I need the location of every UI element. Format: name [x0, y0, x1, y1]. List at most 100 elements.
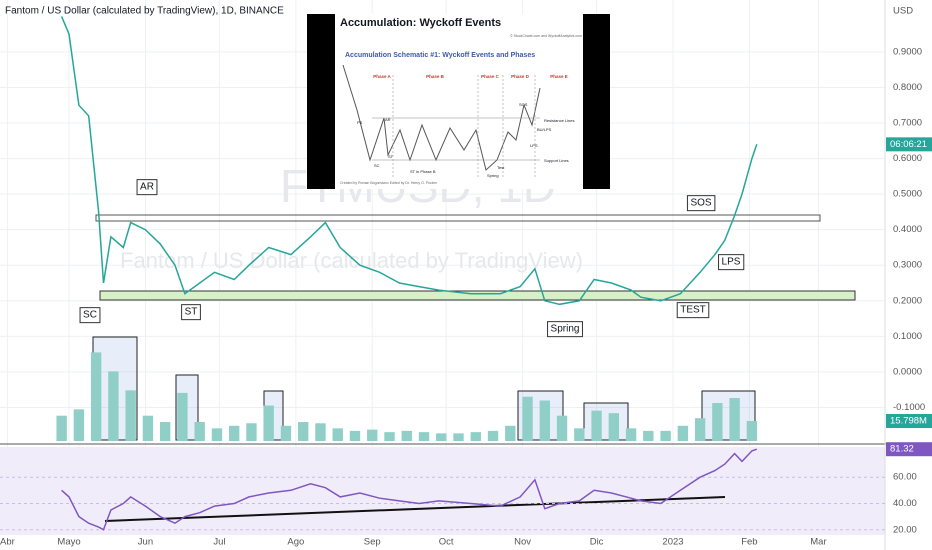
axis-tag-label: 15.798M — [890, 416, 927, 427]
axis-tag-label: 06:06:21 — [890, 139, 927, 150]
watermark-name: Fantom / US Dollar (calculated by Tradin… — [120, 248, 583, 273]
annotation-box — [181, 304, 201, 321]
inset-label: PS — [357, 120, 363, 125]
inset-label: SC — [374, 163, 380, 168]
y-tick-label: 0.1000 — [893, 331, 922, 342]
inset-label: Support Lines — [544, 158, 569, 163]
inset-phase: Phase A — [373, 74, 391, 79]
annotation-box — [718, 254, 745, 271]
volume-bar — [332, 428, 343, 441]
volume-bar — [470, 432, 481, 441]
inset-phase: Phase C — [481, 74, 500, 79]
y-tick-label: 60.00 — [893, 472, 917, 483]
inset-subtitle: Accumulation Schematic #1: Wyckoff Event… — [345, 52, 535, 59]
inset-phase: Phase D — [511, 74, 530, 79]
rsi-band — [0, 447, 885, 535]
volume-bar — [263, 405, 274, 441]
annotation-box — [686, 195, 716, 212]
support-box — [99, 290, 856, 301]
volume-bar — [505, 425, 516, 441]
volume-bar — [453, 433, 464, 441]
annotation-box — [79, 307, 101, 324]
annotation: ST — [185, 307, 198, 318]
resistance-box — [95, 214, 821, 222]
volume-bar — [729, 397, 740, 441]
inset-label: ST in Phase B — [410, 169, 436, 174]
series-line — [60, 16, 758, 306]
x-tick-label: 2023 — [662, 537, 683, 548]
volume-bar — [142, 415, 154, 441]
x-tick-label: Jul — [213, 537, 225, 548]
x-tick-label: Sep — [364, 537, 381, 548]
volume-bar — [194, 422, 205, 441]
volume-bar — [522, 396, 533, 441]
annotation: SC — [83, 310, 97, 321]
inset-credit: Created by Roman Bogomazov Edited by Dr.… — [340, 181, 437, 185]
axis-tag-bg — [886, 442, 932, 457]
y-tick-label: 0.7000 — [893, 118, 922, 129]
y-tick-label: 0.9000 — [893, 46, 922, 57]
inset-label: BU/LPS — [537, 127, 552, 132]
y-tick-label: 0.0000 — [893, 366, 922, 377]
volume-bar — [677, 425, 689, 441]
volume-bar — [487, 430, 499, 441]
x-tick-label: Ago — [287, 537, 304, 548]
volume-bar — [177, 392, 188, 441]
annotation: TEST — [680, 305, 706, 316]
y-tick-label: 20.00 — [893, 524, 917, 535]
axis-tag-label: 81.32 — [890, 444, 914, 455]
volume-bar — [280, 425, 292, 441]
volume-bar — [418, 432, 430, 441]
volume-bar — [694, 418, 706, 441]
volume-bar — [73, 409, 85, 441]
volume-bar — [574, 428, 585, 441]
annotation: Spring — [551, 324, 580, 335]
currency: USD — [893, 6, 913, 17]
volume-bar — [539, 400, 550, 441]
volume-bar — [229, 425, 240, 441]
header-title: Fantom / US Dollar (calculated by Tradin… — [5, 6, 284, 17]
volume-bar — [712, 403, 723, 441]
y-tick-label: 0.6000 — [893, 153, 922, 164]
x-tick-label: Nov — [514, 537, 531, 548]
x-tick-label: Feb — [741, 537, 757, 548]
annotation: SOS — [690, 198, 711, 209]
inset-label: SOS — [519, 102, 528, 107]
inset-phase: Phase E — [550, 74, 568, 79]
volume-bar — [125, 390, 136, 441]
y-tick-label: 0.2000 — [893, 295, 922, 306]
volume-bar — [401, 430, 412, 441]
inset-phase: Phase B — [426, 74, 445, 79]
annotation-box — [676, 302, 710, 319]
y-tick-label: 0.3000 — [893, 260, 922, 271]
annotation: AR — [140, 182, 154, 193]
y-tick-label: 0.8000 — [893, 82, 922, 93]
x-tick-label: Abr — [0, 537, 15, 548]
volume-bar — [746, 421, 758, 441]
volume-bar — [90, 352, 102, 441]
x-tick-label: Jun — [138, 537, 153, 548]
series-line — [61, 448, 758, 531]
axis-tag-bg — [886, 414, 932, 429]
volume-bar — [349, 430, 361, 441]
volume-bar — [367, 429, 378, 441]
inset-label: Test — [497, 165, 505, 170]
inset-title: Accumulation: Wyckoff Events — [340, 17, 501, 29]
annotation-box — [136, 179, 158, 196]
inset-label: ST — [388, 154, 394, 159]
volume-bar — [384, 432, 395, 441]
annotation: LPS — [722, 257, 741, 268]
volume-bar — [625, 428, 637, 441]
x-tick-label: Mayo — [57, 537, 80, 548]
volume-boxes — [92, 336, 756, 441]
y-tick-label: 0.5000 — [893, 189, 922, 200]
inset-label: Spring — [487, 173, 499, 178]
inset-image: Accumulation: Wyckoff Events © StockChart… — [307, 14, 610, 189]
volume-bar — [643, 430, 654, 441]
volume-bar — [298, 422, 309, 441]
x-tick-label: Mar — [810, 537, 826, 548]
volume-bar — [108, 371, 119, 441]
inset-label: LPS — [530, 143, 538, 148]
x-tick-label: Oct — [439, 537, 454, 548]
